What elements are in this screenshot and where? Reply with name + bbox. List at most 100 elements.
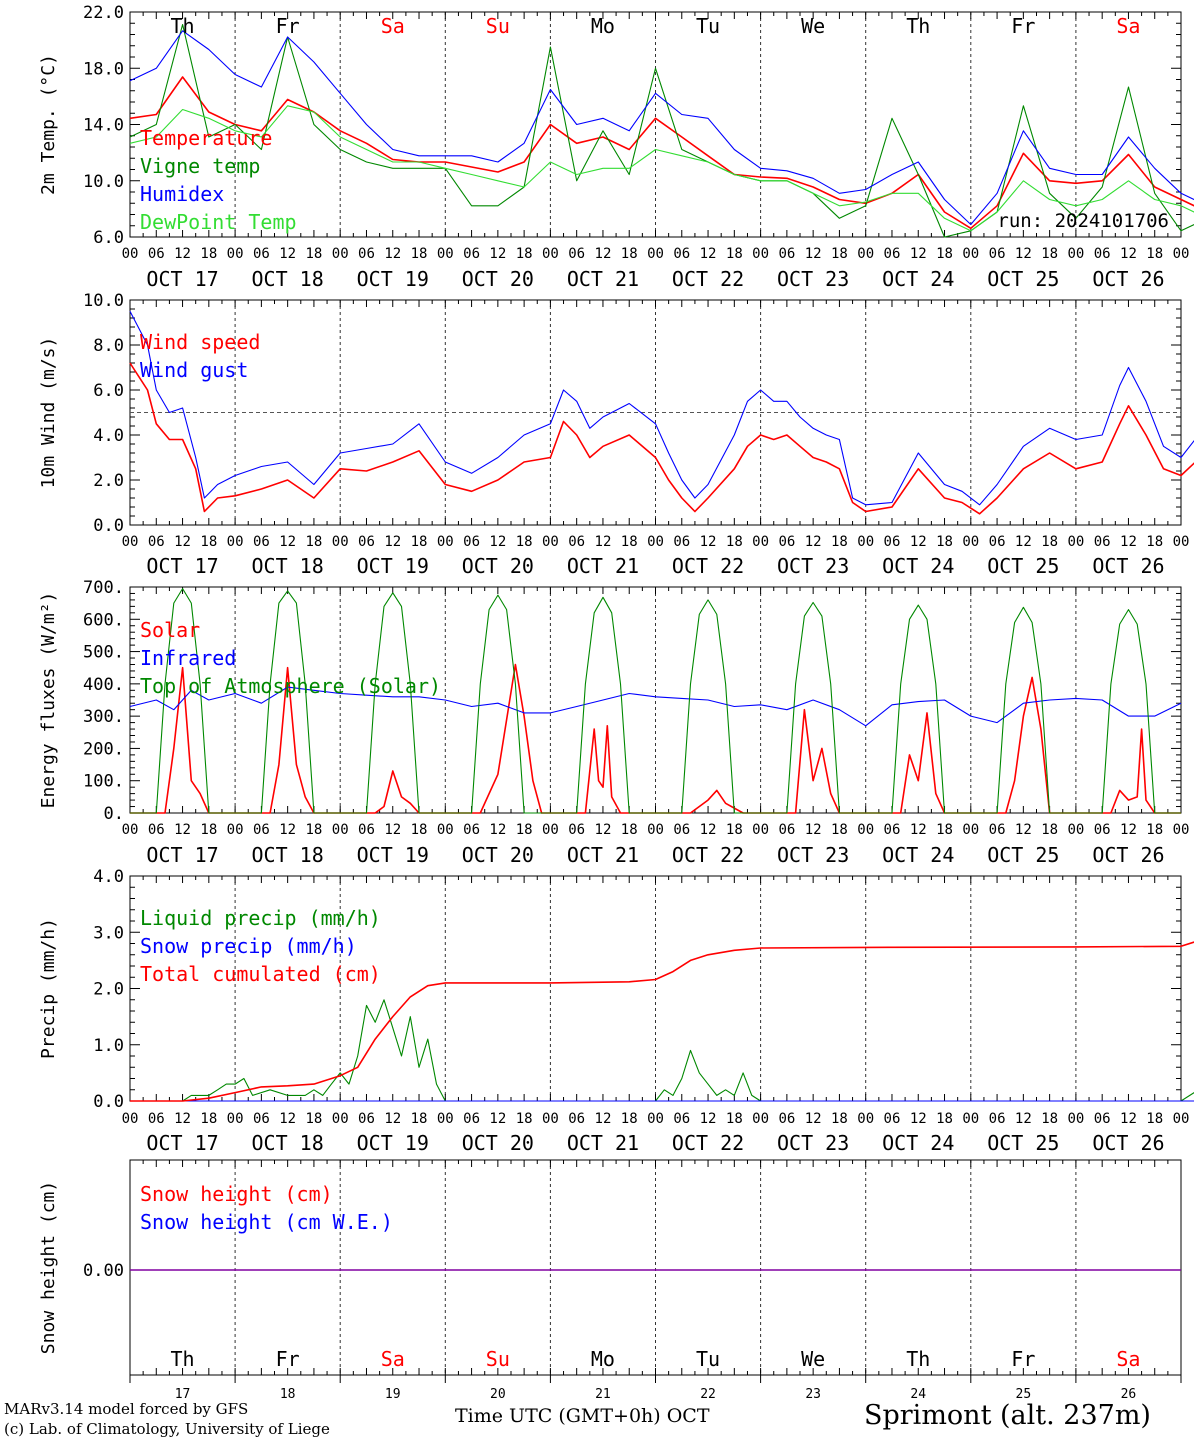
hour-tick-label: 12: [910, 534, 927, 550]
hour-tick-label: 18: [1041, 822, 1058, 838]
legend-entry: Infrared: [140, 646, 236, 670]
y-tick-label: 18.0: [83, 59, 124, 79]
legend-entry: Wind gust: [140, 358, 248, 382]
y-tick-label: 700.: [83, 578, 124, 598]
hour-tick-label: 00: [962, 822, 979, 838]
hour-tick-label: 12: [700, 1111, 717, 1127]
hour-tick-label: 12: [910, 246, 927, 262]
series-line-humidex: [129, 30, 1194, 226]
hour-tick-label: 12: [595, 246, 612, 262]
hour-tick-label: 18: [831, 822, 848, 838]
hour-tick-label: 18: [726, 246, 743, 262]
y-tick-label: 6.0: [93, 228, 124, 248]
hour-tick-label: 18: [1146, 1111, 1163, 1127]
weekday-label: We: [801, 1347, 825, 1371]
y-tick-label: 1.0: [93, 1036, 124, 1056]
hour-tick-label: 18: [831, 1111, 848, 1127]
weekday-label: Sa: [381, 1347, 405, 1371]
hour-tick-label: 00: [1173, 1111, 1190, 1127]
legend-entry: Snow height (cm W.E.): [140, 1210, 393, 1234]
date-label: OCT 25: [987, 554, 1059, 578]
day-number-label: 21: [595, 1387, 611, 1402]
hour-tick-label: 06: [358, 822, 375, 838]
hour-tick-label: 00: [857, 822, 874, 838]
hour-tick-label: 00: [752, 534, 769, 550]
hour-tick-label: 12: [1015, 822, 1032, 838]
hour-tick-label: 12: [1015, 534, 1032, 550]
date-label: OCT 25: [987, 267, 1059, 291]
hour-tick-label: 00: [962, 246, 979, 262]
hour-tick-label: 18: [831, 246, 848, 262]
y-tick-label: 10.0: [83, 172, 124, 192]
date-label: OCT 19: [357, 843, 429, 867]
hour-tick-label: 00: [332, 1111, 349, 1127]
y-tick-label: 400.: [83, 675, 124, 695]
hour-tick-label: 06: [778, 1111, 795, 1127]
hour-tick-label: 18: [831, 534, 848, 550]
y-axis-title: 2m Temp. (°C): [38, 54, 59, 195]
date-label: OCT 25: [987, 1131, 1059, 1155]
y-tick-label: 0.0: [93, 1092, 124, 1112]
date-label: OCT 24: [882, 554, 954, 578]
y-tick-label: 600.: [83, 610, 124, 630]
hour-tick-label: 06: [1094, 246, 1111, 262]
weekday-label: Fr: [1011, 14, 1035, 38]
weekday-label: Tu: [696, 1347, 720, 1371]
y-tick-label: 4.0: [93, 867, 124, 887]
hour-tick-label: 00: [332, 246, 349, 262]
hour-tick-label: 18: [936, 1111, 953, 1127]
legend-entry: Humidex: [140, 182, 224, 206]
legend-entry: Snow precip (mm/h): [140, 934, 357, 958]
hour-tick-label: 00: [542, 822, 559, 838]
legend-entry: Vigne temp: [140, 154, 260, 178]
date-label: OCT 18: [252, 554, 324, 578]
hour-tick-label: 00: [332, 822, 349, 838]
hour-tick-label: 00: [437, 822, 454, 838]
hour-tick-label: 12: [1120, 246, 1137, 262]
weekday-label: Mo: [591, 14, 615, 38]
date-label: OCT 17: [146, 1131, 218, 1155]
y-tick-label: 14.0: [83, 116, 124, 136]
hour-tick-label: 00: [857, 1111, 874, 1127]
hour-tick-label: 18: [200, 1111, 217, 1127]
hour-tick-label: 06: [463, 534, 480, 550]
hour-tick-label: 00: [227, 822, 244, 838]
series-line-vigne-temp: [129, 23, 1194, 238]
hour-tick-label: 06: [148, 534, 165, 550]
hour-tick-label: 00: [227, 246, 244, 262]
hour-tick-label: 00: [1173, 534, 1190, 550]
hour-tick-label: 06: [1094, 822, 1111, 838]
hour-tick-label: 18: [936, 534, 953, 550]
hour-tick-label: 00: [122, 1111, 139, 1127]
legend-entry: Total cumulated (cm): [140, 962, 381, 986]
hour-tick-label: 18: [1146, 822, 1163, 838]
hour-tick-label: 12: [1120, 534, 1137, 550]
hour-tick-label: 06: [568, 822, 585, 838]
hour-tick-label: 12: [910, 822, 927, 838]
hour-tick-label: 06: [778, 822, 795, 838]
hour-tick-label: 06: [778, 246, 795, 262]
date-label: OCT 17: [146, 267, 218, 291]
hour-tick-label: 18: [1146, 534, 1163, 550]
hour-tick-label: 18: [305, 534, 322, 550]
hour-tick-label: 06: [989, 822, 1006, 838]
hour-tick-label: 18: [305, 1111, 322, 1127]
y-axis-title: Precip (mm/h): [38, 918, 59, 1059]
hour-tick-label: 00: [752, 822, 769, 838]
hour-tick-label: 12: [489, 822, 506, 838]
hour-tick-label: 00: [227, 1111, 244, 1127]
hour-tick-label: 06: [253, 534, 270, 550]
hour-tick-label: 00: [857, 534, 874, 550]
hour-tick-label: 18: [1146, 246, 1163, 262]
hour-tick-label: 12: [595, 822, 612, 838]
hour-tick-label: 18: [305, 246, 322, 262]
date-label: OCT 25: [987, 843, 1059, 867]
date-label: OCT 22: [672, 554, 744, 578]
y-tick-label: 10.0: [83, 291, 124, 311]
date-label: OCT 19: [357, 1131, 429, 1155]
date-label: OCT 22: [672, 843, 744, 867]
date-label: OCT 24: [882, 267, 954, 291]
hour-tick-label: 00: [437, 534, 454, 550]
series-line-solar: [130, 663, 1181, 814]
